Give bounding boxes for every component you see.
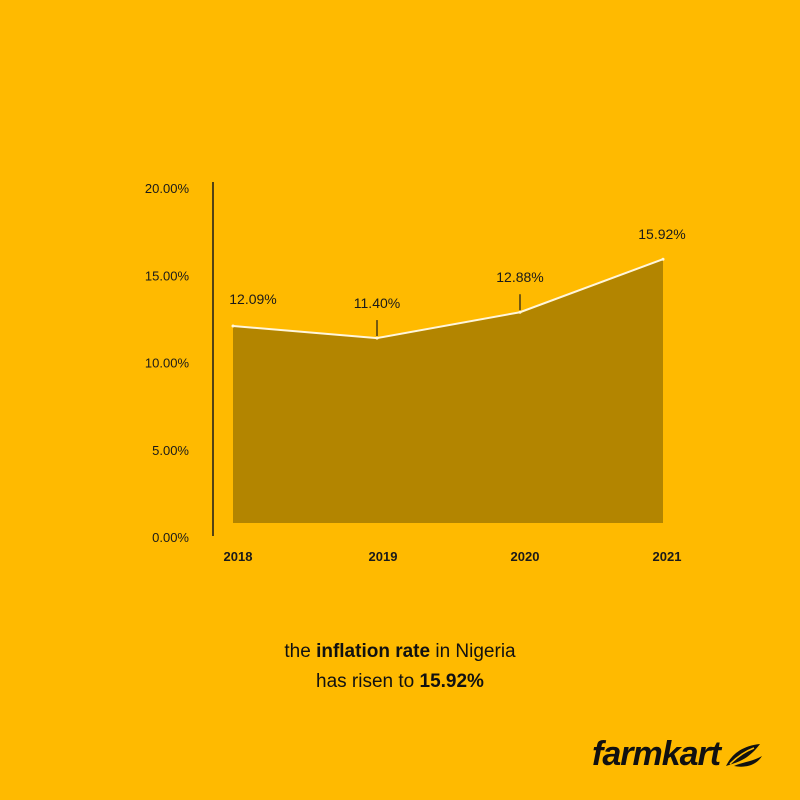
caption-line-1: the inflation rate in Nigeria [284, 641, 516, 662]
data-point [518, 310, 522, 314]
y-tick-label: 20.00% [145, 181, 190, 196]
leaf-icon [726, 744, 763, 767]
data-label: 12.88% [496, 269, 543, 285]
y-tick-label: 0.00% [152, 530, 189, 545]
series-line [232, 258, 664, 340]
x-tick-label: 2018 [224, 549, 253, 564]
data-label: 11.40% [354, 295, 400, 311]
y-tick-label: 5.00% [152, 443, 189, 458]
data-point [231, 324, 235, 328]
x-tick-label: 2021 [653, 549, 682, 564]
data-label: 12.09% [229, 291, 276, 307]
x-tick-label: 2020 [511, 549, 540, 564]
caption-line-2: has risen to 15.92% [316, 671, 484, 692]
data-point [661, 257, 665, 261]
inflation-chart: 0.00% 5.00% 10.00% 15.00% 20.00% 12.09% 11.40%… [145, 181, 686, 564]
caption-highlight-value: 15.92% [419, 671, 484, 692]
y-tick-label: 10.00% [145, 356, 190, 371]
brand-name: farmkart [592, 734, 721, 773]
data-point [375, 336, 379, 340]
caption-highlight-term: inflation rate [316, 641, 431, 662]
x-tick-label: 2019 [369, 549, 398, 564]
brand-logo: farmkart [592, 732, 764, 776]
chart-caption: the inflation rate in Nigeria has risen … [0, 637, 800, 697]
y-tick-label: 15.00% [145, 268, 190, 283]
data-label: 15.92% [638, 226, 685, 242]
series-area [233, 259, 663, 523]
